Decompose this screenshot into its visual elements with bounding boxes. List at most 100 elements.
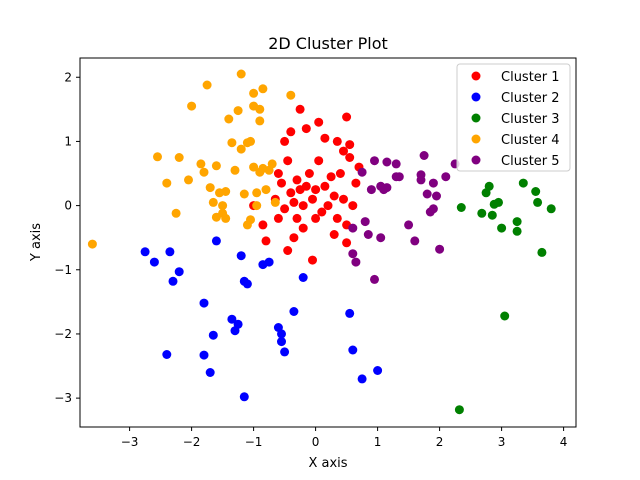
data-point [335, 169, 345, 178]
legend-marker [471, 92, 481, 102]
data-point [280, 347, 290, 357]
data-point [363, 230, 373, 239]
data-point [208, 330, 218, 340]
data-point [531, 187, 541, 196]
data-point [242, 220, 252, 230]
legend-marker [471, 71, 481, 81]
data-point [298, 201, 308, 211]
data-point [224, 114, 234, 124]
legend-label: Cluster 5 [501, 154, 560, 169]
data-point [339, 194, 348, 204]
data-point [345, 140, 355, 150]
data-point [512, 226, 522, 236]
legend-entry: Cluster 2 [471, 91, 560, 106]
data-point [286, 90, 296, 100]
y-tick-label: 0 [64, 199, 72, 213]
data-point [435, 244, 445, 254]
data-point [317, 207, 327, 217]
x-axis-label: X axis [308, 456, 347, 471]
plot-area-frame [79, 57, 577, 428]
data-point [500, 311, 510, 321]
data-point [332, 213, 342, 223]
data-point [199, 350, 209, 360]
y-tick-label: −1 [54, 263, 72, 277]
series-5 [348, 151, 460, 284]
data-point [292, 213, 302, 223]
legend-marker [471, 134, 481, 144]
data-point [242, 279, 252, 289]
data-points [87, 69, 556, 415]
data-point [348, 201, 358, 211]
data-point [289, 307, 299, 316]
data-point [301, 181, 311, 191]
legend-label: Cluster 4 [501, 133, 560, 148]
data-point [370, 274, 379, 284]
data-point [329, 230, 339, 239]
data-point [227, 138, 237, 148]
data-point [304, 169, 314, 178]
data-point [149, 257, 159, 267]
data-point [221, 187, 231, 196]
data-point [357, 167, 367, 177]
data-point [456, 203, 466, 212]
data-point [174, 267, 184, 277]
data-point [382, 183, 392, 193]
series-4 [87, 69, 296, 249]
y-axis-ticks: −3 −2 −1 0 1 2 [54, 70, 80, 405]
legend-entry: Cluster 1 [471, 70, 560, 85]
legend-entry: Cluster 3 [471, 112, 560, 127]
chart-title: 2D Cluster Plot [268, 34, 388, 53]
data-point [202, 80, 212, 90]
data-point [273, 169, 283, 178]
legend-marker [471, 113, 481, 123]
data-point [258, 84, 268, 94]
data-point [311, 213, 321, 223]
legend-marker [471, 155, 481, 165]
data-point [298, 223, 308, 233]
data-point [428, 178, 438, 188]
data-point [153, 152, 162, 162]
data-point [323, 201, 333, 211]
data-point [410, 236, 420, 246]
data-point [162, 350, 172, 359]
x-tick-label: −3 [121, 435, 139, 449]
data-point [292, 175, 302, 185]
legend-label: Cluster 1 [501, 70, 560, 85]
data-point [283, 246, 293, 255]
data-point [165, 247, 175, 257]
data-point [441, 172, 451, 182]
data-point [277, 337, 286, 347]
data-point [373, 366, 383, 375]
x-tick-label: 1 [374, 435, 382, 449]
data-point [227, 314, 237, 324]
data-point [518, 178, 528, 188]
data-point [168, 276, 178, 286]
data-point [277, 329, 286, 339]
data-point [286, 188, 296, 198]
data-point [537, 247, 547, 257]
x-axis-ticks: −3 −2 −1 0 1 2 3 4 [121, 427, 568, 449]
series-2 [140, 236, 383, 402]
data-point [289, 197, 299, 207]
data-point [252, 201, 262, 211]
data-point [484, 181, 494, 191]
data-point [246, 136, 255, 146]
data-point [233, 106, 243, 116]
data-point [277, 178, 286, 188]
data-point [376, 233, 386, 243]
data-point [301, 124, 311, 134]
data-point [314, 117, 324, 127]
data-point [255, 104, 265, 114]
data-point [422, 189, 432, 199]
data-point [314, 156, 324, 166]
legend-entry: Cluster 5 [471, 154, 560, 169]
data-point [308, 194, 317, 204]
x-tick-label: 4 [560, 435, 568, 449]
data-point [311, 185, 321, 195]
data-point [342, 238, 352, 248]
data-point [345, 153, 355, 162]
data-point [233, 319, 243, 329]
data-point [360, 217, 370, 227]
data-point [218, 201, 228, 211]
